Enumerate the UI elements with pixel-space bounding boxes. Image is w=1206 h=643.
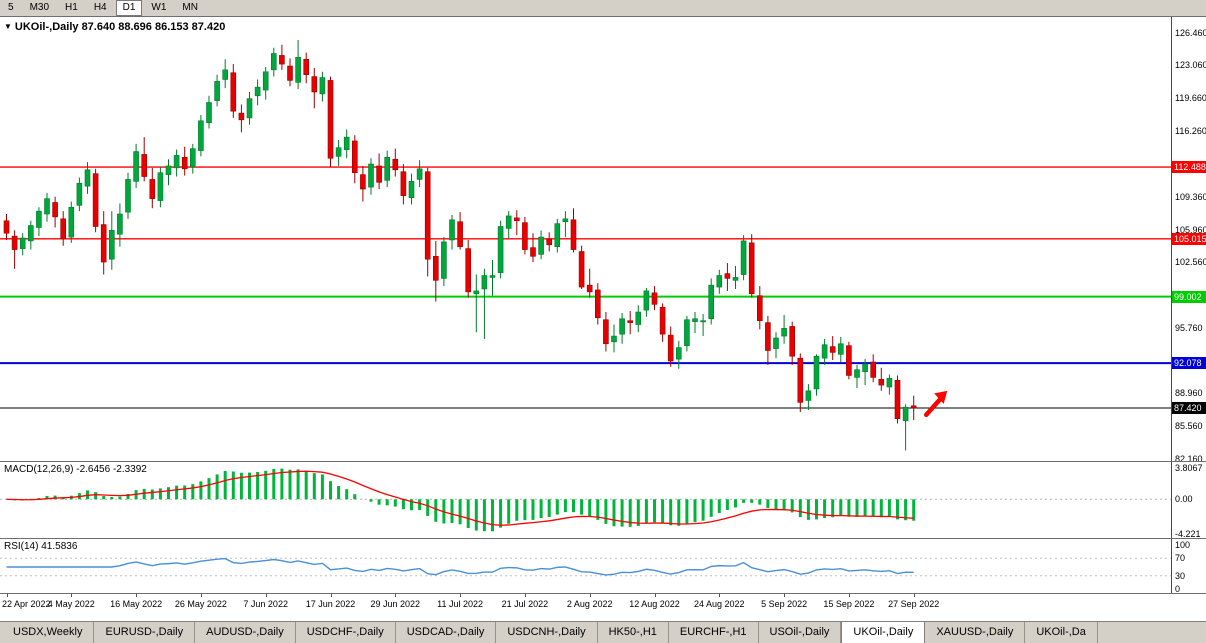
time-axis-tick (589, 594, 591, 597)
period-button-m30[interactable]: M30 (29, 2, 50, 13)
time-axis-tick (524, 594, 526, 597)
chart-tab-eurusd-daily[interactable]: EURUSD-,Daily (94, 622, 196, 643)
chart-tab-xauusd-daily[interactable]: XAUUSD-,Daily (925, 622, 1026, 643)
rsi-value: 41.5836 (41, 541, 78, 552)
macd-axis-label: 3.8067 (1175, 463, 1203, 473)
price-axis-label: 119.660 (1175, 93, 1206, 104)
macd-indicator-header: MACD(12,26,9) -2.6456 -2.3392 (4, 464, 147, 475)
chart-tab-usdchf-daily[interactable]: USDCHF-,Daily (296, 622, 396, 643)
price-axis-label: 126.460 (1175, 27, 1206, 38)
timeframe-toolbar: 5 M30 H1 H4 D1 W1 MN (0, 0, 1206, 17)
period-button-w1[interactable]: W1 (151, 2, 167, 13)
time-axis-label: 12 Aug 2022 (629, 599, 680, 609)
time-axis-tick (71, 594, 73, 597)
chart-tab-hk50-h1[interactable]: HK50-,H1 (598, 622, 669, 643)
time-axis-tick (784, 594, 786, 597)
chart-tab-bar: USDX,Weekly EURUSD-,Daily AUDUSD-,Daily USD… (0, 621, 1206, 643)
time-axis-label: 21 Jul 2022 (501, 599, 549, 609)
time-axis-tick (848, 594, 850, 597)
time-axis-label: 22 Apr 2022 (2, 599, 51, 609)
time-axis-tick (136, 594, 138, 597)
price-line-badge: 112.488 (1172, 161, 1206, 174)
trend-arrow-annotation[interactable] (923, 390, 948, 418)
price-axis-label: 102.560 (1175, 257, 1206, 268)
chart-tab-audusd-daily[interactable]: AUDUSD-,Daily (195, 622, 296, 643)
period-button-mn[interactable]: MN (182, 2, 198, 13)
chart-tab-ukoil-daily[interactable]: UKOil-,Daily (841, 622, 926, 643)
macd-axis-label: -4.221 (1175, 529, 1201, 539)
one-click-trading-arrow-icon[interactable]: ▼ (4, 22, 12, 31)
time-axis-label: 16 May 2022 (110, 599, 163, 609)
chart-ohlc-header: ▼ UKOil-,Daily 87.640 88.696 86.153 87.42… (4, 21, 225, 33)
time-axis-label: 29 Jun 2022 (370, 599, 421, 609)
time-axis-tick (200, 594, 202, 597)
time-axis-label: 2 Aug 2022 (566, 599, 613, 609)
rsi-label: RSI(14) (4, 541, 39, 552)
time-axis-label: 4 May 2022 (47, 599, 95, 609)
chart-tab-usdx-weekly[interactable]: USDX,Weekly (2, 622, 95, 643)
price-axis-label: 85.560 (1175, 420, 1203, 431)
chart-tab-eurchf-h1[interactable]: EURCHF-,H1 (669, 622, 759, 643)
chart-symbol-period-label: UKOil-,Daily (14, 21, 79, 33)
time-axis-tick (265, 594, 267, 597)
price-axis-label: 105.960 (1175, 224, 1206, 235)
price-axis-label: 116.260 (1175, 125, 1206, 136)
rsi-axis-label: 30 (1175, 570, 1186, 581)
time-axis-label: 15 Sep 2022 (823, 599, 875, 609)
macd-panel-canvas[interactable] (0, 462, 1171, 538)
price-axis-label: 82.160 (1175, 453, 1203, 464)
chart-tab-usoil-daily[interactable]: USOil-,Daily (759, 622, 842, 643)
time-axis-tick (913, 594, 915, 597)
chart-tab-usdcad-daily[interactable]: USDCAD-,Daily (396, 622, 497, 643)
time-axis-label: 7 Jun 2022 (243, 599, 288, 609)
macd-values: -2.6456 -2.3392 (76, 464, 147, 475)
time-axis-label: 27 Sep 2022 (888, 599, 940, 609)
time-axis-label: 5 Sep 2022 (761, 599, 808, 609)
time-axis-tick (6, 594, 8, 597)
rsi-axis-label: 70 (1175, 553, 1186, 564)
price-line-badge: 87.420 (1172, 401, 1206, 414)
time-axis-tick (719, 594, 721, 597)
rsi-axis-label: 0 (1175, 584, 1181, 594)
panel-separator (0, 461, 1206, 462)
time-axis-label: 11 Jul 2022 (437, 599, 484, 609)
panel-separator (0, 538, 1206, 539)
time-axis-tick (330, 594, 332, 597)
time-axis-tick (460, 594, 462, 597)
price-line-badge: 99.002 (1172, 290, 1206, 303)
price-line-badge: 105.015 (1172, 232, 1206, 245)
chart-tab-ukoil-da[interactable]: UKOil-,Da (1025, 622, 1098, 643)
time-axis-label: 26 May 2022 (174, 599, 227, 609)
price-axis-label: 88.960 (1175, 388, 1203, 399)
price-chart-canvas[interactable] (0, 17, 1171, 461)
rsi-axis-label: 100 (1175, 540, 1191, 550)
macd-label: MACD(12,26,9) (4, 464, 74, 475)
price-axis-label: 123.060 (1175, 60, 1206, 71)
time-axis-label: 17 Jun 2022 (305, 599, 356, 609)
period-button-d1[interactable]: D1 (115, 0, 143, 16)
panel-separator (0, 593, 1206, 594)
period-button-5[interactable]: 5 (8, 2, 14, 13)
rsi-panel-canvas[interactable] (0, 539, 1171, 593)
time-axis-tick (654, 594, 656, 597)
price-axis-label: 95.760 (1175, 322, 1203, 333)
time-axis-label: 24 Aug 2022 (694, 599, 745, 609)
price-axis[interactable]: 126.460 123.060 119.660 116.260 109.360 105.9… (1171, 17, 1206, 594)
period-button-h1[interactable]: H1 (65, 2, 78, 13)
macd-axis-label: 0.00 (1175, 494, 1193, 505)
period-button-h4[interactable]: H4 (93, 2, 107, 13)
time-axis-tick (395, 594, 397, 597)
price-line-badge: 92.078 (1172, 357, 1206, 370)
chart-tab-usdcnh-daily[interactable]: USDCNH-,Daily (496, 622, 598, 643)
time-axis[interactable]: 22 Apr 2022 4 May 2022 16 May 2022 26 May 2… (0, 594, 1171, 621)
chart-ohlc-values: 87.640 88.696 86.153 87.420 (81, 21, 226, 33)
price-axis-label: 109.360 (1175, 192, 1206, 203)
rsi-indicator-header: RSI(14) 41.5836 (4, 541, 77, 552)
